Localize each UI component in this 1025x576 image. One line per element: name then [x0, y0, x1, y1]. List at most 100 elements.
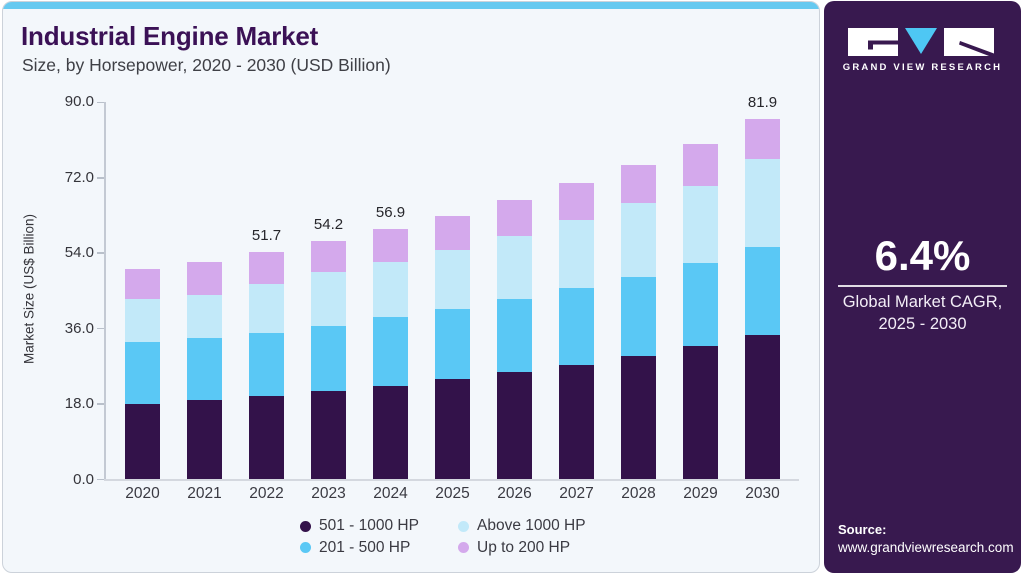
- chart-title: Industrial Engine Market: [21, 21, 319, 51]
- bar-segment: [559, 183, 594, 221]
- bar-segment: [559, 220, 594, 289]
- y-tick-mark: [96, 478, 105, 481]
- plot-area: 0.0 18.0 36.0 54.0 72.0 90.0 2020 2021 2022 51.7 2…: [64, 93, 799, 502]
- source-url: www.grandviewresearch.com: [838, 540, 1014, 555]
- sidebar: GRAND VIEW RESEARCH 6.4% Global Market C…: [824, 1, 1021, 573]
- bar-segment: [249, 332, 284, 396]
- y-axis-line: [104, 102, 106, 480]
- bar-segment: [745, 158, 780, 248]
- bar-segment: [621, 202, 656, 278]
- bar-total-label: 56.9: [375, 204, 406, 222]
- bar-segment: [683, 346, 718, 479]
- x-tick-label: 2022: [249, 484, 284, 502]
- bar-segment: [621, 277, 656, 357]
- x-tick-label: 2024: [373, 484, 408, 502]
- legend-label: Above 1000 HP: [477, 517, 586, 534]
- bar-segment: [311, 390, 346, 479]
- bar-segment: [249, 283, 284, 333]
- bar-segment: [435, 250, 470, 309]
- bar-segment: [683, 143, 718, 187]
- bar-segment: [497, 200, 532, 237]
- legend-item: Above 1000 HP: [458, 517, 586, 535]
- bar-segment: [373, 317, 408, 386]
- bar-segment: [249, 252, 284, 284]
- bar-segment: [435, 379, 470, 479]
- y-tick-mark: [96, 101, 105, 104]
- bar-total-label: 81.9: [747, 94, 778, 112]
- top-accent-strip: [3, 2, 819, 9]
- bar-segment: [497, 236, 532, 299]
- gvr-logo: [847, 28, 998, 63]
- bar-segment: [187, 295, 222, 338]
- bar-segment: [621, 164, 656, 203]
- y-tick-mark: [96, 327, 105, 330]
- gvr-logo-text: GRAND VIEW RESEARCH: [842, 62, 1003, 73]
- y-tick-mark: [96, 177, 105, 179]
- x-tick-label: 2025: [435, 484, 470, 502]
- cagr-label-line1: Global Market CAGR,: [842, 293, 1003, 311]
- y-tick-label: 54.0: [64, 244, 94, 262]
- y-tick-label: 18.0: [64, 395, 94, 413]
- legend-dot-icon: [458, 520, 469, 532]
- bar-segment: [187, 399, 222, 479]
- bar-segment: [187, 337, 222, 400]
- bar-segment: [435, 308, 470, 380]
- x-tick-label: 2028: [621, 484, 656, 502]
- x-tick-label: 2030: [745, 484, 780, 502]
- bar-segment: [311, 271, 346, 326]
- y-tick-label: 36.0: [64, 319, 94, 337]
- bar-total-label: 51.7: [251, 227, 282, 245]
- legend-dot-icon: [300, 542, 311, 553]
- cagr-label-line2: 2025 - 2030: [878, 315, 967, 333]
- y-tick-mark: [96, 252, 105, 254]
- bar-segment: [311, 325, 346, 391]
- x-tick-label: 2023: [311, 484, 346, 502]
- bar-segment: [373, 385, 408, 479]
- gvr-logo-icon: [847, 28, 994, 56]
- bar-segment: [249, 395, 284, 479]
- y-tick-label: 0.0: [73, 470, 94, 488]
- y-tick-label: 90.0: [64, 93, 94, 111]
- x-tick-label: 2029: [683, 484, 718, 502]
- bar-segment: [559, 364, 594, 479]
- bar-segment: [745, 119, 780, 159]
- bar-segment: [559, 288, 594, 365]
- x-tick-label: 2021: [187, 484, 222, 502]
- x-tick-label: 2027: [559, 484, 594, 502]
- bar-segment: [373, 262, 408, 318]
- bar-segment: [125, 269, 160, 299]
- bar-segment: [621, 356, 656, 479]
- bar-segment: [187, 261, 222, 296]
- legend-dot-icon: [458, 542, 469, 553]
- legend-item: 501 - 1000 HP: [300, 517, 419, 535]
- bar-segment: [311, 241, 346, 272]
- bar-total-label: 54.2: [313, 216, 344, 234]
- bar-segment: [683, 186, 718, 263]
- x-tick-label: 2026: [497, 484, 532, 502]
- bar-segment: [683, 262, 718, 347]
- source-label: Source:: [838, 522, 887, 537]
- legend-item: Up to 200 HP: [458, 539, 570, 556]
- bar-segment: [435, 215, 470, 251]
- bar-segment: [373, 229, 408, 263]
- y-tick-mark: [96, 403, 105, 405]
- chart-subtitle: Size, by Horsepower, 2020 - 2030 (USD Bi…: [22, 55, 391, 75]
- legend-label: 501 - 1000 HP: [319, 517, 419, 534]
- bar-segment: [745, 335, 780, 479]
- legend-label: 201 - 500 HP: [319, 538, 411, 556]
- bar-segment: [497, 372, 532, 479]
- legend-dot-icon: [300, 520, 311, 532]
- cagr-divider: [838, 285, 1007, 287]
- bar-segment: [125, 299, 160, 343]
- x-axis-line: [104, 479, 799, 481]
- legend-item: 201 - 500 HP: [300, 539, 410, 556]
- x-tick-label: 2020: [125, 484, 160, 502]
- bar-segment: [745, 247, 780, 336]
- bar-segment: [125, 342, 160, 405]
- legend-label: Up to 200 HP: [477, 538, 571, 556]
- bar-segment: [497, 299, 532, 373]
- bar-segment: [125, 404, 160, 479]
- cagr-value: 6.4%: [874, 232, 971, 279]
- y-tick-label: 72.0: [64, 168, 94, 186]
